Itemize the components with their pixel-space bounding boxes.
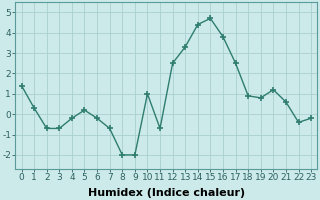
X-axis label: Humidex (Indice chaleur): Humidex (Indice chaleur) — [88, 188, 245, 198]
